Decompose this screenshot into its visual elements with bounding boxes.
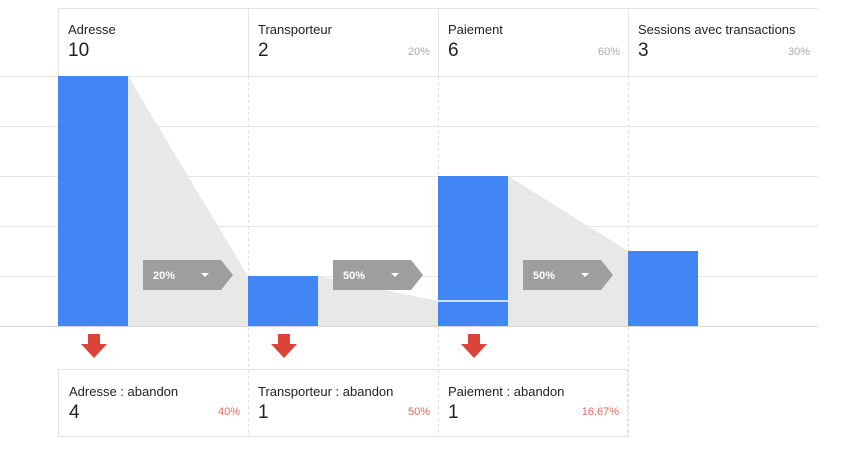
arrow-down-icon — [461, 334, 487, 358]
dropoff-box: Transporteur : abandon 1 50% — [248, 369, 438, 437]
conversion-tag-shape — [523, 260, 613, 290]
step-count: 2 — [258, 40, 269, 61]
step-count: 6 — [448, 40, 459, 61]
bar-sessions-avec-transactions — [628, 251, 698, 326]
step-name: Paiement — [448, 22, 503, 37]
dropoff-percent: 50% — [407, 406, 430, 418]
conversion-tag-shape — [333, 260, 423, 290]
bar-adresse — [58, 76, 128, 326]
chevron-down-icon — [201, 273, 209, 277]
step-header: Adresse 10 — [58, 8, 248, 74]
funnel-connector — [508, 176, 628, 326]
step-name: Adresse — [68, 22, 116, 37]
conversion-tag[interactable]: 20% — [143, 260, 233, 290]
dropoff-count: 1 — [448, 402, 459, 423]
dropoff-box: Paiement : abandon 1 16.67% — [438, 369, 628, 437]
step-header: Sessions avec transactions 3 30% — [628, 8, 818, 74]
conversion-tag-shape — [143, 260, 233, 290]
step-count: 10 — [68, 40, 90, 61]
arrow-down-icon — [81, 334, 107, 358]
conversion-tag-label: 50% — [533, 270, 555, 282]
dropoff-name: Paiement : abandon — [448, 384, 565, 399]
conversion-tag[interactable]: 50% — [523, 260, 613, 290]
dropoff-box: Adresse : abandon 4 40% — [58, 369, 248, 437]
step-count: 3 — [638, 40, 649, 61]
dropoff-name: Adresse : abandon — [69, 384, 179, 399]
chevron-down-icon — [391, 273, 399, 277]
bar-transporteur — [248, 276, 318, 326]
dropoff-percent: 16.67% — [581, 406, 619, 418]
dropoff-name: Transporteur : abandon — [258, 384, 394, 399]
step-header: Paiement 6 60% — [438, 8, 628, 74]
step-percent: 60% — [597, 46, 620, 58]
step-name: Transporteur — [258, 22, 332, 37]
arrow-down-icon — [271, 334, 297, 358]
dropoff-arrows — [81, 334, 487, 358]
bar-paiement — [438, 176, 508, 326]
conversion-tags[interactable]: 20% 50% 50% — [143, 260, 613, 290]
step-header: Transporteur 2 20% — [248, 8, 438, 74]
step-percent: 30% — [787, 46, 810, 58]
funnel-bars — [58, 76, 698, 326]
conversion-tag-label: 50% — [343, 270, 365, 282]
step-name: Sessions avec transactions — [638, 22, 796, 37]
conversion-tag[interactable]: 50% — [333, 260, 423, 290]
step-percent: 20% — [407, 46, 430, 58]
chevron-down-icon — [581, 273, 589, 277]
dropoff-percent: 40% — [217, 406, 240, 418]
dropoff-count: 1 — [258, 402, 269, 423]
dropoff-count: 4 — [69, 402, 80, 423]
conversion-tag-label: 20% — [153, 270, 175, 282]
